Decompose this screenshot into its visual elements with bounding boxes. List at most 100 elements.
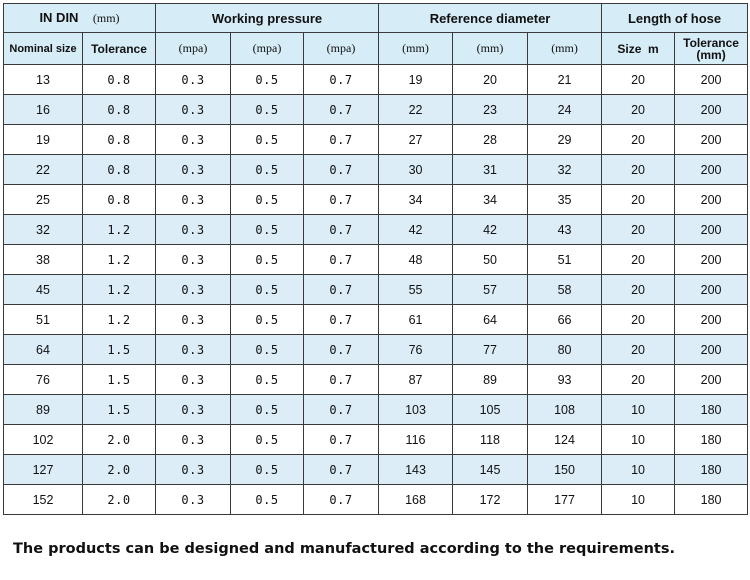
spec-table-container: IN DIN (mm) Working pressure Reference d… [3,3,749,515]
diameter-1-cell: 27 [378,124,454,155]
pressure-1-cell: 0.3 [155,334,231,365]
pressure-3-cell: 0.7 [302,64,380,95]
diameter-2-cell: 64 [452,304,529,335]
in-din-unit: (mm) [92,11,120,25]
pressure-2-cell: 0.5 [230,364,304,395]
length-tolerance-cell: 200 [674,64,749,95]
length-tolerance-cell: 180 [674,394,749,425]
tolerance-cell: 2.0 [82,484,156,515]
nominal-size-cell: 102 [3,424,83,455]
pressure-3-cell: 0.7 [302,364,380,395]
length-size-cell: 10 [601,454,676,485]
length-size-cell: 20 [601,334,676,365]
table-row: 32 1.2 0.3 0.5 0.7 42 42 43 20 200 [3,214,749,245]
tolerance-cell: 0.8 [82,124,156,155]
pressure-2-cell: 0.5 [230,484,304,515]
diameter-2-cell: 77 [452,334,529,365]
diameter-3-cell: 108 [527,394,603,425]
table-row: 45 1.2 0.3 0.5 0.7 55 57 58 20 200 [3,274,749,305]
tolerance-cell: 1.2 [82,214,156,245]
pressure-2-cell: 0.5 [230,244,304,275]
pressure-2-cell: 0.5 [230,454,304,485]
diameter-2-cell: 28 [452,124,529,155]
length-tolerance-cell: 200 [674,334,749,365]
pressure-2-cell: 0.5 [230,304,304,335]
pressure-1-cell: 0.3 [155,94,231,125]
diameter-2-cell: 23 [452,94,529,125]
length-of-hose-header: Length of hose [601,3,749,33]
nominal-size-cell: 152 [3,484,83,515]
diameter-2-cell: 89 [452,364,529,395]
pressure-1-cell: 0.3 [155,484,231,515]
mm-header-3: (mm) [527,32,603,65]
nominal-size-cell: 38 [3,244,83,275]
tolerance-cell: 0.8 [82,94,156,125]
pressure-3-cell: 0.7 [302,214,380,245]
pressure-1-cell: 0.3 [155,424,231,455]
diameter-2-cell: 118 [452,424,529,455]
pressure-2-cell: 0.5 [230,64,304,95]
tolerance-cell: 0.8 [82,154,156,185]
tolerance-header: Tolerance [82,32,156,65]
in-din-label: IN DIN [39,10,79,25]
length-size-cell: 20 [601,184,676,215]
mm-header-1: (mm) [378,32,454,65]
diameter-2-cell: 50 [452,244,529,275]
length-tolerance-cell: 200 [674,214,749,245]
length-tolerance-cell: 200 [674,304,749,335]
tolerance-cell: 0.8 [82,184,156,215]
length-size-cell: 20 [601,154,676,185]
mpa-header-2: (mpa) [230,32,304,65]
diameter-1-cell: 42 [378,214,454,245]
table-row: 76 1.5 0.3 0.5 0.7 87 89 93 20 200 [3,364,749,395]
pressure-1-cell: 0.3 [155,214,231,245]
diameter-3-cell: 150 [527,454,603,485]
diameter-3-cell: 66 [527,304,603,335]
diameter-3-cell: 24 [527,94,603,125]
nominal-size-cell: 51 [3,304,83,335]
mm-header-2: (mm) [452,32,529,65]
tolerance-cell: 1.5 [82,394,156,425]
length-tolerance-cell: 200 [674,274,749,305]
in-din-header: IN DIN (mm) [3,3,156,33]
pressure-3-cell: 0.7 [302,334,380,365]
pressure-2-cell: 0.5 [230,154,304,185]
table-row: 127 2.0 0.3 0.5 0.7 143 145 150 10 180 [3,454,749,485]
pressure-3-cell: 0.7 [302,124,380,155]
pressure-3-cell: 0.7 [302,154,380,185]
pressure-3-cell: 0.7 [302,94,380,125]
table-row: 19 0.8 0.3 0.5 0.7 27 28 29 20 200 [3,124,749,155]
size-m-header: Size m [601,32,676,65]
length-size-cell: 10 [601,394,676,425]
pressure-2-cell: 0.5 [230,94,304,125]
pressure-1-cell: 0.3 [155,154,231,185]
diameter-1-cell: 168 [378,484,454,515]
nominal-size-header: Nominal size [3,32,83,65]
nominal-size-cell: 45 [3,274,83,305]
nominal-size-cell: 32 [3,214,83,245]
length-tolerance-cell: 180 [674,454,749,485]
reference-diameter-header: Reference diameter [378,3,603,33]
pressure-1-cell: 0.3 [155,304,231,335]
nominal-size-cell: 13 [3,64,83,95]
pressure-3-cell: 0.7 [302,454,380,485]
diameter-1-cell: 19 [378,64,454,95]
length-tolerance-header: Tolerance (mm) [674,32,749,65]
pressure-3-cell: 0.7 [302,304,380,335]
pressure-2-cell: 0.5 [230,214,304,245]
diameter-3-cell: 32 [527,154,603,185]
diameter-2-cell: 105 [452,394,529,425]
table-row: 102 2.0 0.3 0.5 0.7 116 118 124 10 180 [3,424,749,455]
tolerance-cell: 2.0 [82,454,156,485]
table-row: 89 1.5 0.3 0.5 0.7 103 105 108 10 180 [3,394,749,425]
diameter-3-cell: 93 [527,364,603,395]
length-tolerance-cell: 200 [674,154,749,185]
mpa-header-1: (mpa) [155,32,231,65]
nominal-size-cell: 127 [3,454,83,485]
length-size-cell: 10 [601,484,676,515]
tolerance-cell: 1.2 [82,274,156,305]
diameter-2-cell: 34 [452,184,529,215]
pressure-1-cell: 0.3 [155,364,231,395]
length-tolerance-cell: 180 [674,424,749,455]
footer-note: The products can be designed and manufac… [13,541,675,557]
